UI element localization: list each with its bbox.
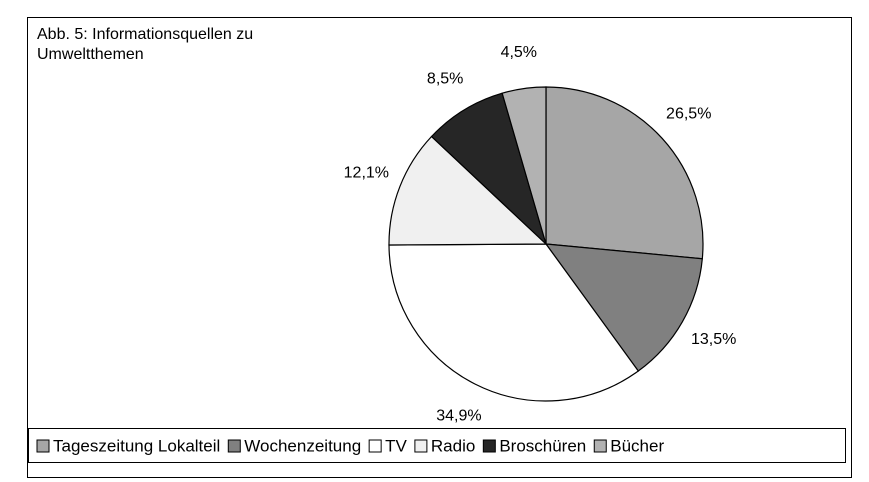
- legend-swatch: [414, 439, 428, 453]
- chart-title: Umweltthemen: [37, 46, 144, 63]
- pie-slice: [430, 92, 548, 246]
- legend-swatch: [368, 439, 382, 453]
- data-label: 34,9%: [436, 407, 481, 424]
- legend-box: [28, 428, 846, 463]
- data-label: 8,5%: [427, 71, 463, 88]
- data-label: 12,1%: [344, 165, 389, 182]
- chart-title: Abb. 5: Informationsquellen zu: [37, 26, 253, 43]
- pie-slice: [388, 243, 640, 402]
- pie-slice: [544, 243, 703, 372]
- pie-slice: [501, 86, 547, 245]
- legend-swatch: [482, 439, 496, 453]
- pie-slice: [545, 86, 704, 260]
- legend-label: Broschüren: [499, 436, 586, 455]
- legend-swatch: [227, 439, 241, 453]
- pie-slice: [388, 135, 548, 246]
- legend-label: TV: [385, 436, 407, 455]
- data-label: 26,5%: [666, 105, 711, 122]
- data-label: 4,5%: [501, 44, 537, 61]
- legend-label: Bücher: [610, 436, 664, 455]
- legend-swatch: [36, 439, 50, 453]
- data-label: 13,5%: [691, 331, 736, 348]
- legend-swatch: [593, 439, 607, 453]
- legend-label: Radio: [431, 436, 475, 455]
- legend-label: Wochenzeitung: [244, 436, 361, 455]
- legend-label: Tageszeitung Lokalteil: [53, 436, 220, 455]
